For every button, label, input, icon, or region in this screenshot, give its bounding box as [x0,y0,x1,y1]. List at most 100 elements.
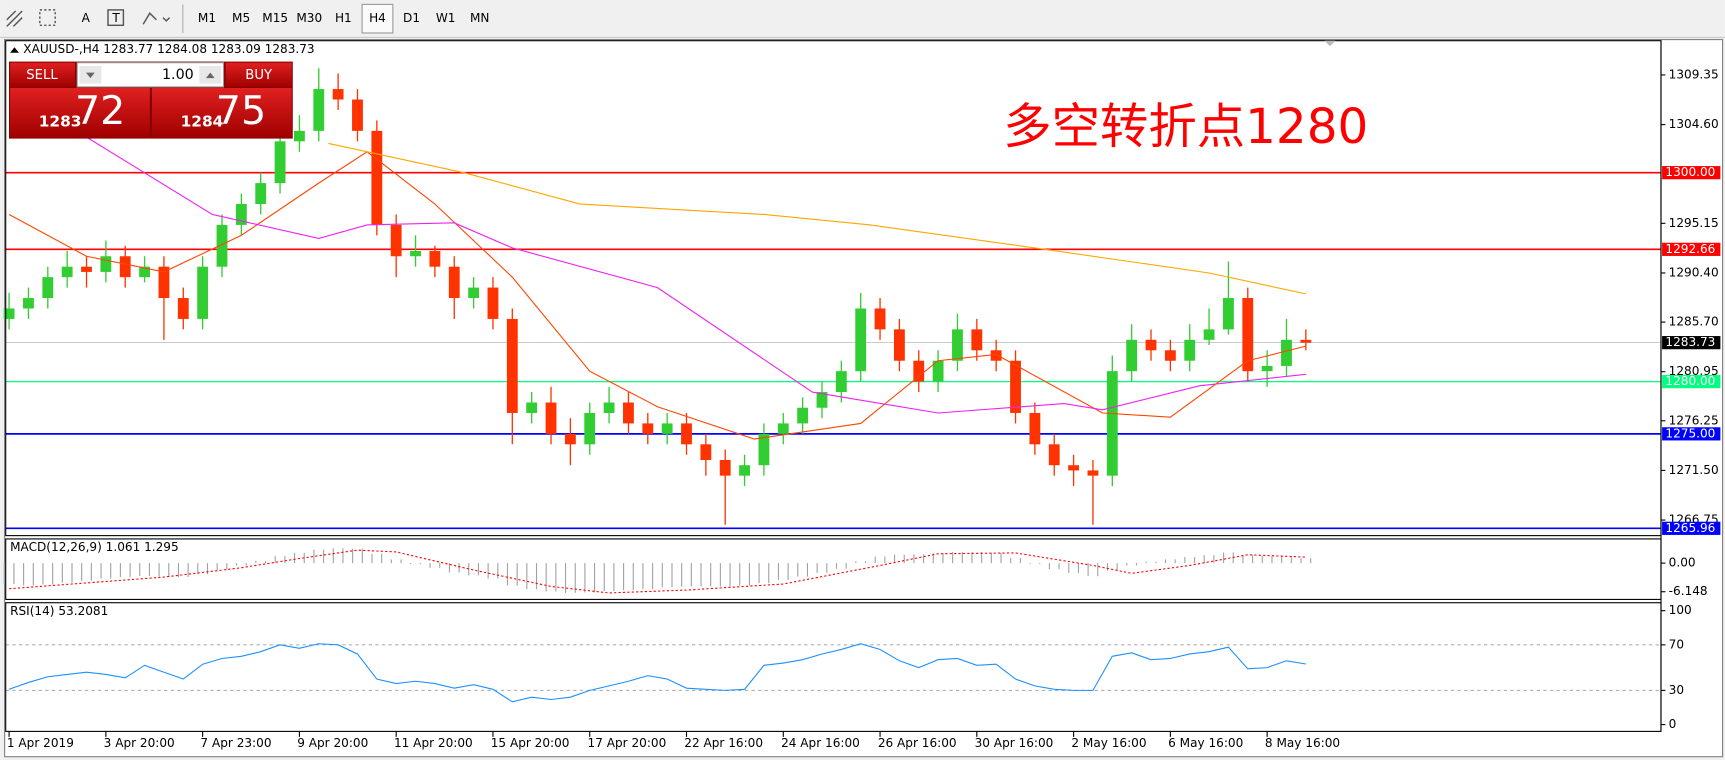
candle-body [797,407,809,424]
candle-body [42,277,54,299]
candle-body [1281,339,1292,366]
x-tick-label: 2 May 16:00 [1071,736,1146,750]
up-arrow[interactable] [205,72,215,79]
price-level-tag [1662,242,1721,256]
icon-a[interactable]: A [82,11,91,25]
price-level-tag [1662,521,1721,535]
x-tick-label: 17 Apr 20:00 [588,736,667,750]
price-level-tag [1662,375,1721,389]
candle-body [1203,329,1215,340]
x-tick-label: 3 Apr 20:00 [104,736,175,750]
indicator-line [8,643,1306,703]
price-level-tag [1662,166,1721,180]
candle-body [390,224,402,257]
timeframe-button[interactable]: H1 [335,11,352,25]
indicator-line [328,142,1306,295]
buy-label[interactable]: BUY [245,68,273,83]
timeframe-active[interactable] [361,3,394,34]
candle-body [855,308,867,372]
timeframe-button[interactable]: H4 [369,11,386,25]
timeframe-button[interactable]: D1 [403,11,420,25]
toolbar-bg [0,0,1725,38]
indicator-line [86,136,1306,414]
candle-body [468,287,480,299]
candle-body [874,308,886,330]
candle-body [1300,339,1312,343]
macd-panel-border [5,538,1662,600]
candle-body [197,266,209,319]
x-tick-label: 7 Apr 23:00 [200,736,271,750]
y-tick-label: 70 [1669,637,1684,651]
candle-body [61,266,73,278]
candle-body [1106,371,1118,476]
icon-text-box[interactable] [107,9,125,27]
candle-body [352,99,363,131]
bid-box[interactable] [10,87,150,138]
candle-body [429,251,441,267]
icon-arrows[interactable] [142,12,171,25]
candle-body [1145,339,1157,351]
sell-button[interactable] [10,62,76,87]
collapse-icon[interactable] [10,47,19,53]
icon-grid[interactable] [39,9,56,27]
ask-box[interactable] [151,87,292,138]
price-level-label: 1275.00 [1665,426,1715,440]
candle-body [313,89,325,131]
candle-body [216,224,228,267]
plot-area: 1309.35 1304.60 1295.15 1290.40 1285.70 1280.… [3,42,1721,750]
candle-body [255,183,267,205]
sell-label[interactable]: SELL [26,68,58,83]
candle-body [603,402,615,413]
timeframe-button[interactable]: M30 [296,11,322,25]
buy-button[interactable] [225,62,292,87]
price-level-label: 1292.66 [1665,242,1715,256]
icon-t[interactable]: T [111,11,120,25]
candle-body [293,130,305,142]
timeframe-button[interactable]: W1 [436,11,456,25]
candle-body [235,204,247,225]
x-tick-label: 6 May 16:00 [1168,736,1243,750]
y-tick-label: 1285.70 [1669,315,1719,329]
ask-big[interactable]: 1284 [181,113,224,131]
tool-icons[interactable] [6,4,184,33]
bid-small[interactable]: 72 [75,88,125,134]
candle-body [1184,339,1196,361]
y-tick-label: 1309.35 [1669,67,1719,81]
candle-body [1068,465,1080,471]
timeframe-button[interactable]: M1 [198,11,216,25]
candle-body [1261,365,1273,372]
candle-body [3,308,15,319]
candle-body [1164,350,1176,361]
price-level-label: 1300.00 [1665,165,1715,179]
ask-small[interactable]: 75 [216,88,266,134]
main-panel-border [5,40,1662,537]
candle-body [332,89,344,100]
icon-lines[interactable] [6,10,23,27]
down-arrow[interactable] [86,72,95,79]
timeframe-button[interactable]: M15 [262,11,288,25]
volume-box[interactable] [76,62,225,88]
candle-body [81,266,92,272]
timeframe-button[interactable]: M5 [232,11,250,25]
y-tick-label: 100 [1669,603,1692,617]
chart-window [4,39,1724,758]
timeframe-button[interactable]: MN [470,11,489,25]
candle-body [642,423,654,434]
indicator-line [8,151,1306,440]
candle-body [913,360,925,382]
bid-big[interactable]: 1283 [39,113,82,131]
candle-body [1010,360,1021,413]
candle-body [274,141,286,184]
y-tick-label: 1295.15 [1669,216,1719,230]
y-tick-label: 0 [1669,717,1677,731]
candle-body [158,266,170,299]
y-tick-label: 1276.25 [1669,413,1719,427]
y-tick-label: 1271.50 [1669,463,1719,477]
volume-value[interactable]: 1.00 [162,67,194,83]
x-tick-label: 22 Apr 16:00 [684,736,763,750]
x-tick-label: 26 Apr 16:00 [878,736,957,750]
x-tick-label: 15 Apr 20:00 [491,736,570,750]
x-tick-label: 30 Apr 16:00 [975,736,1054,750]
y-tick-label: 1290.40 [1669,265,1719,279]
candle-body [177,298,189,319]
